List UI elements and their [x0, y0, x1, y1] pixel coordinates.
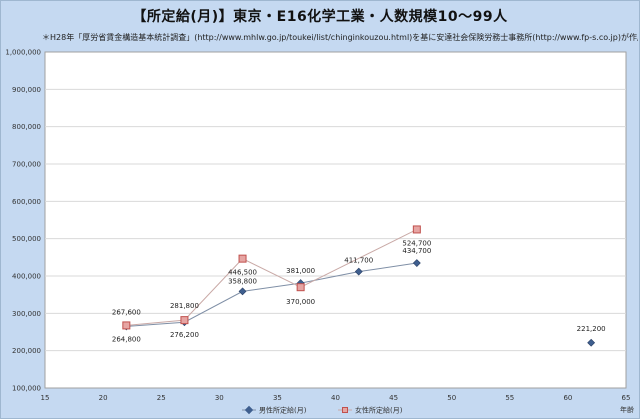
x-tick-label: 35	[273, 394, 282, 402]
x-axis-tick-labels: 15 20 25 30 35 40 45 50 55 60 65	[41, 394, 631, 402]
legend: 男性所定給(月) 女性所定給(月)	[242, 406, 403, 415]
x-tick-label: 50	[447, 394, 456, 402]
male-data-label: 434,700	[402, 247, 431, 255]
y-tick-label: 100,000	[12, 385, 41, 393]
legend-male-label: 男性所定給(月)	[259, 406, 307, 415]
x-tick-label: 20	[99, 394, 108, 402]
y-tick-label: 300,000	[12, 310, 41, 318]
male-data-label: 411,700	[344, 257, 373, 265]
x-tick-label: 15	[41, 394, 50, 402]
y-tick-label: 700,000	[12, 161, 41, 169]
x-axis-label: 年齢	[620, 405, 634, 414]
female-data-point	[296, 283, 305, 292]
series-markers	[122, 225, 596, 347]
female-data-label: 370,000	[286, 298, 315, 306]
male-data-point	[587, 338, 596, 347]
y-tick-label: 200,000	[12, 347, 41, 355]
x-tick-label: 25	[157, 394, 166, 402]
female-data-point	[238, 254, 247, 263]
male-data-label: 264,800	[112, 335, 141, 343]
y-tick-label: 1,000,000	[5, 49, 41, 57]
male-data-point	[238, 287, 247, 296]
female-data-label: 281,800	[170, 302, 199, 310]
grid-lines	[45, 88, 626, 352]
legend-female-label: 女性所定給(月)	[355, 406, 403, 415]
y-tick-label: 900,000	[12, 86, 41, 94]
male-data-point	[354, 267, 363, 276]
y-tick-label: 500,000	[12, 235, 41, 243]
chart-source-note: ＊H28年「厚労省賃金構造基本統計調査」(http://www.mhlw.go.…	[42, 33, 638, 42]
data-labels: 264,800 276,200 358,800 381,000 411,700 434,7…	[112, 239, 606, 343]
x-tick-label: 65	[622, 394, 631, 402]
male-series-line	[126, 262, 417, 327]
y-tick-label: 400,000	[12, 273, 41, 281]
female-data-point	[180, 316, 189, 325]
y-tick-label: 600,000	[12, 198, 41, 206]
female-data-label: 446,500	[228, 269, 257, 277]
male-data-label: 358,800	[228, 277, 257, 285]
female-data-point	[412, 225, 421, 234]
chart-title: 【所定給(月)】東京・E16化学工業・人数規模10～99人	[132, 9, 508, 25]
male-data-label: 276,200	[170, 331, 199, 339]
x-tick-label: 55	[505, 394, 514, 402]
x-tick-label: 30	[215, 394, 224, 402]
legend-male-marker	[244, 405, 254, 415]
x-tick-label: 60	[563, 394, 572, 402]
male-data-label: 381,000	[286, 267, 315, 275]
female-data-label: 524,700	[402, 239, 431, 247]
x-tick-label: 40	[331, 394, 340, 402]
plot-area	[44, 51, 627, 389]
male-data-point	[412, 259, 421, 267]
legend-female-marker	[342, 407, 348, 413]
female-data-point	[122, 321, 131, 330]
y-tick-label: 800,000	[12, 123, 41, 131]
female-data-label: 267,600	[112, 308, 141, 316]
y-axis-tick-labels: 1,000,000 900,000 800,000 700,000 600,000 500…	[5, 49, 41, 393]
x-tick-label: 45	[389, 394, 398, 402]
male-data-label: 221,200	[577, 325, 606, 333]
